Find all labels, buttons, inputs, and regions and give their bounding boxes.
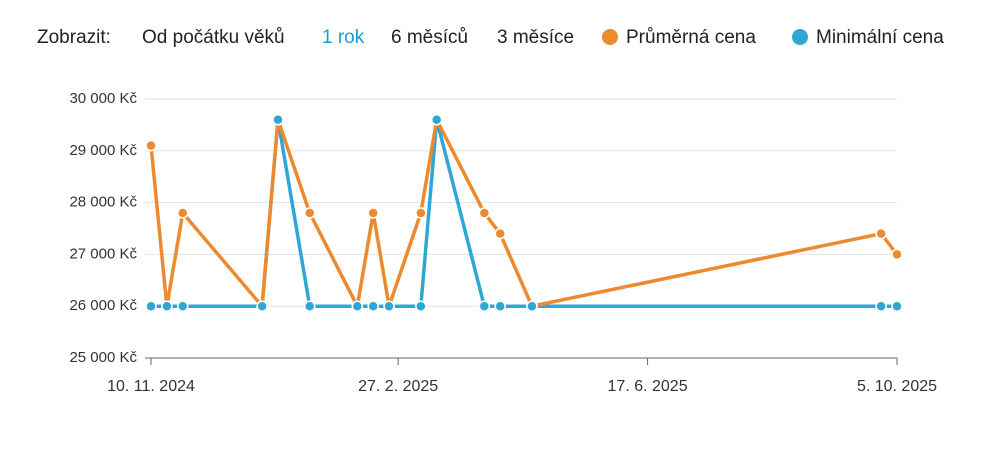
y-tick-label: 25 000 Kč — [69, 349, 137, 366]
data-point — [891, 248, 903, 261]
y-tick-label: 27 000 Kč — [69, 245, 137, 262]
data-point — [478, 207, 491, 219]
data-point — [272, 113, 284, 126]
data-point — [161, 300, 173, 312]
data-point — [145, 300, 157, 312]
x-tick-label: 10. 11. 2024 — [107, 378, 195, 395]
data-point — [383, 300, 395, 312]
range-option[interactable]: 6 měsíců — [391, 27, 468, 48]
legend-marker — [602, 29, 618, 45]
data-point — [875, 300, 887, 312]
data-point — [430, 113, 443, 126]
data-point — [415, 207, 427, 219]
data-point — [494, 300, 506, 312]
series-line — [149, 117, 899, 308]
data-point — [526, 300, 538, 312]
data-point — [891, 300, 903, 312]
data-point — [176, 300, 189, 312]
data-point — [367, 207, 379, 219]
data-point — [351, 300, 364, 312]
range-option[interactable]: 3 měsíce — [497, 27, 574, 48]
data-point — [303, 300, 316, 312]
y-tick-label: 28 000 Kč — [69, 194, 137, 211]
y-tick-label: 30 000 Kč — [69, 90, 137, 107]
x-tick-label: 5. 10. 2025 — [857, 378, 937, 395]
data-point — [478, 300, 491, 312]
data-point — [415, 300, 427, 312]
legend-label: Průměrná cena — [626, 27, 756, 48]
series-line — [151, 117, 897, 308]
range-option[interactable]: Od počátku věků — [142, 27, 285, 48]
data-point — [367, 300, 379, 312]
x-tick-label: 17. 6. 2025 — [608, 378, 688, 395]
data-point — [875, 227, 887, 240]
nav-label: Zobrazit: — [37, 27, 111, 48]
range-option[interactable]: 1 rok — [322, 27, 365, 48]
data-point — [145, 139, 157, 152]
data-point — [494, 227, 506, 240]
y-tick-label: 29 000 Kč — [69, 142, 137, 159]
legend-marker — [792, 29, 808, 45]
data-point — [256, 300, 268, 312]
data-point — [303, 207, 316, 219]
data-point — [176, 207, 189, 219]
x-tick-label: 27. 2. 2025 — [358, 378, 438, 395]
y-tick-label: 26 000 Kč — [69, 297, 137, 314]
legend-label: Minimální cena — [816, 27, 944, 48]
